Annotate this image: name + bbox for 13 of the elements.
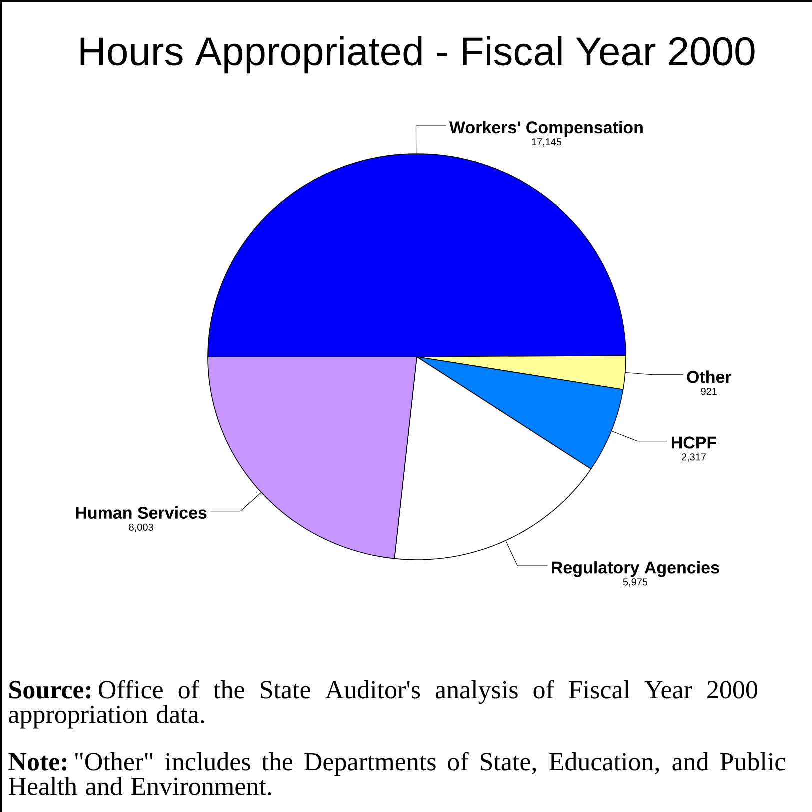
text: Source: Office of the State Auditor's analysis of Fiscal Year 2000 appropriation data.	[9, 680, 758, 729]
data-label: 2,317	[682, 454, 706, 462]
slice-label: Other	[687, 370, 732, 384]
slice-label: Regulatory Agencies	[552, 561, 720, 578]
text: Note: "Other" includes the Departments of State, Education, and Public Health and Environment.	[8, 752, 786, 796]
slice-label: Workers' Compensation	[449, 121, 643, 138]
data-label: 8,003	[129, 524, 154, 532]
data-label: 17,145	[532, 138, 562, 147]
data-label: 5,975	[623, 578, 648, 587]
chart-title: Hours Appropriated - Fiscal Year 2000	[80, 36, 755, 74]
data-label: 921	[701, 388, 718, 396]
slice-label: Human Services	[76, 506, 207, 520]
slice-label: HCPF	[672, 436, 716, 449]
